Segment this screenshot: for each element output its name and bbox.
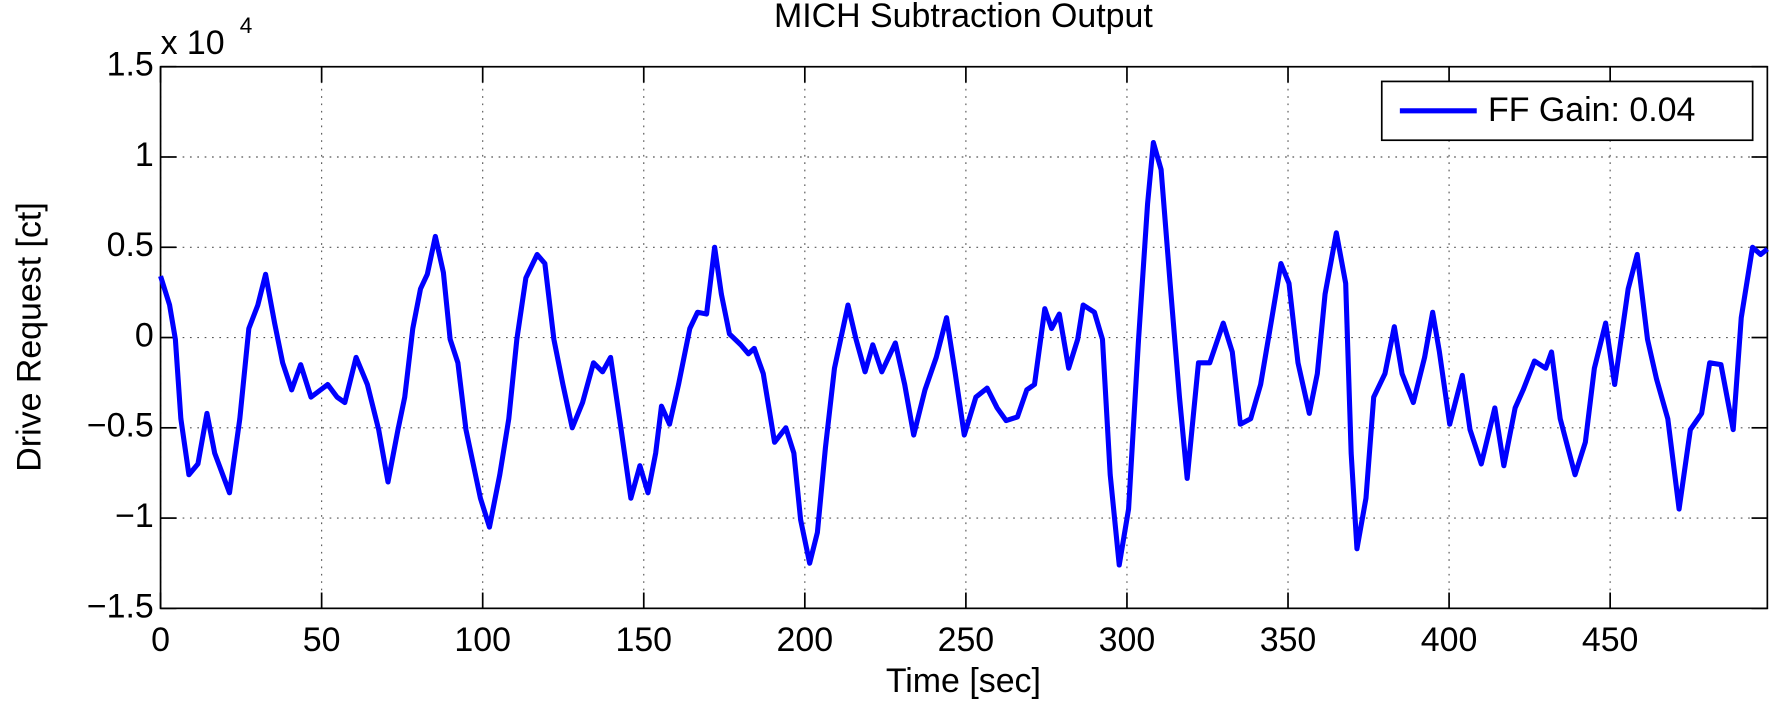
y-multiplier: x 10 — [161, 24, 225, 62]
y-tick-label: 0.5 — [107, 226, 154, 264]
x-tick-label: 150 — [615, 621, 672, 659]
x-tick-label: 300 — [1099, 621, 1156, 659]
legend-label: FF Gain: 0.04 — [1488, 91, 1695, 129]
chart-title: MICH Subtraction Output — [774, 0, 1153, 35]
x-axis-label: Time [sec] — [886, 662, 1041, 700]
y-multiplier-exponent: 4 — [240, 13, 253, 38]
y-tick-label: 0 — [135, 316, 154, 354]
x-tick-label: 200 — [777, 621, 834, 659]
x-tick-label: 450 — [1582, 621, 1639, 659]
x-tick-label: 100 — [454, 621, 511, 659]
y-tick-label: −1.5 — [87, 587, 154, 625]
y-tick-label: 1 — [135, 136, 154, 174]
x-tick-label: 400 — [1421, 621, 1478, 659]
y-tick-label: −1 — [115, 497, 154, 535]
x-tick-label: 250 — [938, 621, 995, 659]
x-tick-label: 50 — [303, 621, 341, 659]
plot-frame — [159, 65, 1769, 610]
y-tick-label: −0.5 — [87, 407, 154, 445]
data-line — [158, 140, 1769, 568]
x-tick-label: 0 — [151, 621, 170, 659]
y-tick-label: 1.5 — [107, 46, 154, 84]
y-axis-label: Drive Request [ct] — [11, 202, 49, 471]
x-tick-label: 350 — [1260, 621, 1317, 659]
